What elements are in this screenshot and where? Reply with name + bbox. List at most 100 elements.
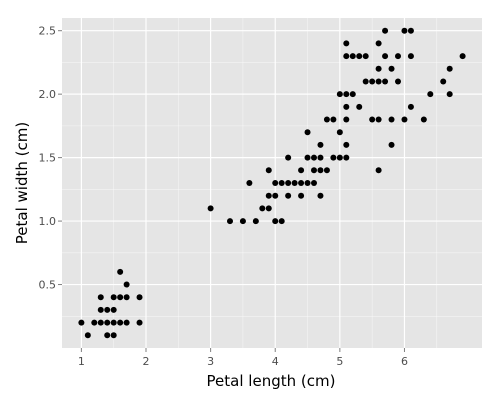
data-point <box>362 78 369 85</box>
data-point <box>285 192 292 199</box>
data-point <box>356 103 363 110</box>
data-point <box>401 27 408 34</box>
data-point <box>343 40 350 47</box>
data-point <box>317 167 324 174</box>
data-point <box>136 294 143 301</box>
data-point <box>369 116 376 123</box>
data-point <box>362 53 369 60</box>
data-point <box>91 319 98 326</box>
data-point <box>304 129 311 136</box>
data-point <box>440 78 447 85</box>
data-point <box>97 319 104 326</box>
data-point <box>252 218 259 225</box>
data-point <box>298 192 305 199</box>
data-point <box>407 103 414 110</box>
data-point <box>123 281 130 288</box>
x-tick-label: 1 <box>78 355 85 368</box>
data-point <box>272 218 279 225</box>
data-point <box>117 319 124 326</box>
data-point <box>304 180 311 186</box>
y-tick-label: 1.0 <box>39 215 57 228</box>
data-point <box>117 268 124 275</box>
data-point <box>343 103 350 110</box>
data-point <box>110 306 117 313</box>
data-point <box>427 91 434 98</box>
data-point <box>84 332 91 339</box>
data-point <box>311 167 317 174</box>
data-point <box>278 180 285 186</box>
data-point <box>246 180 253 186</box>
data-point <box>110 319 117 326</box>
data-point <box>375 40 382 47</box>
data-point <box>259 205 266 212</box>
data-point <box>278 218 285 225</box>
data-point <box>298 167 305 174</box>
tick-labels: 1 2 3 4 5 6 0.5 1.0 1.5 2.0 2.5 <box>39 25 408 368</box>
data-point <box>375 167 382 174</box>
data-point <box>375 65 382 72</box>
data-point <box>343 116 350 123</box>
data-point <box>407 27 414 34</box>
y-tick-label: 2.5 <box>39 25 57 38</box>
data-point <box>401 116 408 123</box>
data-point <box>343 154 350 161</box>
data-point <box>356 53 363 60</box>
data-point <box>375 78 382 85</box>
data-point <box>285 180 292 186</box>
data-point <box>343 91 350 98</box>
data-point <box>317 154 324 161</box>
data-point <box>317 192 324 199</box>
data-point <box>104 332 111 339</box>
data-point <box>97 306 104 313</box>
data-point <box>420 116 427 123</box>
data-point <box>265 205 272 212</box>
data-point <box>317 141 324 148</box>
data-point <box>304 154 311 161</box>
data-point <box>78 319 85 326</box>
data-point <box>110 332 117 339</box>
data-point <box>336 129 343 136</box>
data-point <box>272 192 279 199</box>
data-point <box>104 306 111 313</box>
data-point <box>375 116 382 123</box>
data-point <box>446 91 453 98</box>
x-tick-label: 4 <box>272 355 279 368</box>
y-tick-label: 1.5 <box>39 152 57 165</box>
data-points <box>78 27 466 339</box>
data-point <box>285 154 292 161</box>
y-tick-label: 0.5 <box>39 279 57 292</box>
data-point <box>298 180 305 186</box>
data-point <box>207 205 214 212</box>
data-point <box>239 218 246 225</box>
data-point <box>136 319 143 326</box>
data-point <box>382 27 389 34</box>
x-axis-title: Petal length (cm) <box>207 372 336 390</box>
data-point <box>395 78 401 85</box>
data-point <box>291 180 298 186</box>
data-point <box>227 218 233 225</box>
data-point <box>272 180 279 186</box>
minor-gridlines <box>62 18 482 348</box>
data-point <box>388 65 395 72</box>
data-point <box>407 53 414 60</box>
data-point <box>343 141 350 148</box>
data-point <box>311 154 317 161</box>
data-point <box>349 91 356 98</box>
data-point <box>369 78 376 85</box>
y-axis-title: Petal width (cm) <box>13 122 31 244</box>
plot-panel <box>62 18 482 348</box>
data-point <box>97 294 104 301</box>
x-tick-label: 3 <box>207 355 214 368</box>
x-tick-label: 6 <box>401 355 408 368</box>
data-point <box>459 53 466 60</box>
data-point <box>123 294 130 301</box>
data-point <box>382 53 389 60</box>
data-point <box>336 154 343 161</box>
data-point <box>395 53 401 60</box>
data-point <box>330 116 337 123</box>
x-tick-label: 2 <box>143 355 150 368</box>
data-point <box>265 192 272 199</box>
data-point <box>123 319 130 326</box>
x-tick-label: 5 <box>336 355 343 368</box>
